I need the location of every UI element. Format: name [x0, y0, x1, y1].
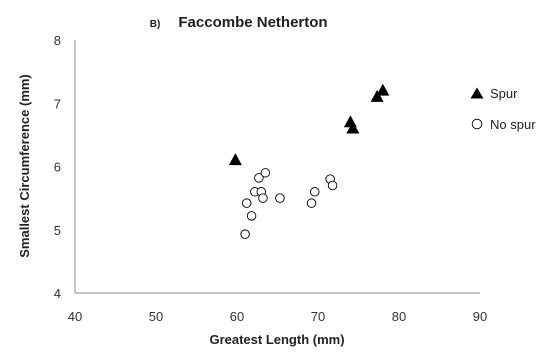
no-spur-point — [240, 229, 250, 239]
x-tick-label: 90 — [473, 309, 487, 324]
x-tick-label: 60 — [230, 309, 244, 324]
no-spur-point — [260, 168, 271, 178]
no-spur-point — [306, 198, 317, 208]
x-tick-labels: 40 50 60 70 80 90 — [68, 309, 487, 324]
legend-spur-marker — [470, 87, 484, 99]
spur-point — [376, 83, 390, 96]
y-tick-label: 4 — [54, 286, 61, 301]
chart-title: Faccombe Netherton — [178, 14, 327, 31]
y-tick-label: 6 — [54, 160, 61, 175]
x-tick-label: 70 — [311, 309, 325, 324]
legend: Spur No spur — [470, 86, 536, 132]
y-tick-label: 8 — [54, 33, 61, 48]
no-spur-point — [275, 193, 285, 203]
no-spur-point — [258, 193, 268, 203]
legend-no-spur-label: No spur — [490, 117, 536, 132]
legend-no-spur-marker — [471, 118, 483, 130]
x-tick-label: 40 — [68, 309, 82, 324]
no-spur-point — [241, 198, 252, 208]
no-spur-point — [246, 211, 257, 221]
y-axis-title: Smallest Circumference (mm) — [17, 74, 32, 258]
spur-point — [370, 89, 384, 102]
spur-point — [228, 153, 242, 166]
spur-point — [343, 115, 357, 128]
no-spur-point — [327, 180, 338, 191]
x-axis-title: Greatest Length (mm) — [209, 332, 344, 347]
spur-point — [346, 121, 360, 134]
no-spur-point — [254, 173, 264, 183]
legend-spur-label: Spur — [490, 86, 518, 101]
y-tick-labels: 4 5 6 7 8 — [54, 33, 61, 301]
data-points — [228, 83, 390, 239]
no-spur-point — [310, 187, 320, 197]
y-tick-label: 5 — [54, 223, 61, 238]
panel-label: B) — [150, 19, 161, 30]
y-tick-label: 7 — [54, 96, 61, 111]
x-tick-label: 80 — [392, 309, 406, 324]
x-tick-label: 50 — [149, 309, 163, 324]
